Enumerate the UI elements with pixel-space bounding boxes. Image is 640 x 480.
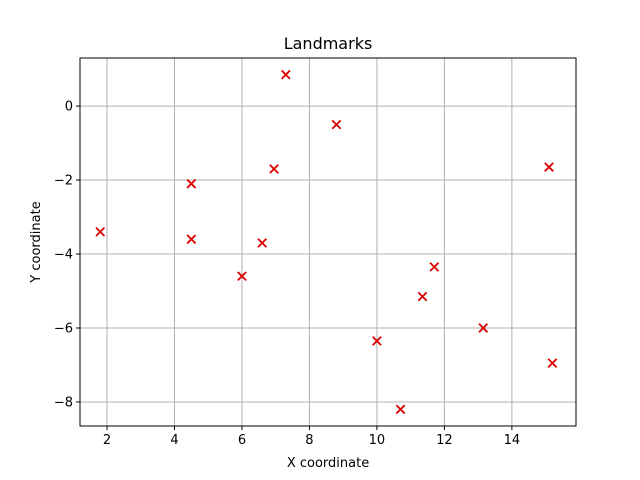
y-tick-label: −8 bbox=[54, 395, 73, 410]
x-tick-label: 14 bbox=[504, 433, 521, 448]
chart-title: Landmarks bbox=[284, 34, 373, 53]
data-point bbox=[417, 291, 428, 302]
x-tick-label: 8 bbox=[305, 433, 313, 448]
data-point bbox=[186, 234, 197, 245]
x-tick-label: 2 bbox=[103, 433, 111, 448]
data-point bbox=[269, 164, 279, 174]
data-point bbox=[395, 404, 406, 415]
data-point bbox=[257, 238, 268, 248]
y-tick-label: −4 bbox=[54, 248, 73, 263]
plot-area bbox=[79, 57, 577, 427]
x-tick-label: 4 bbox=[170, 433, 178, 448]
data-point bbox=[547, 358, 558, 368]
y-tick-label: −6 bbox=[54, 321, 73, 336]
data-point bbox=[331, 119, 342, 130]
data-point bbox=[186, 178, 197, 189]
data-point bbox=[544, 162, 554, 172]
data-points bbox=[95, 69, 558, 415]
grid bbox=[80, 58, 576, 426]
data-point bbox=[429, 262, 440, 272]
data-point bbox=[478, 323, 489, 333]
y-axis-label: Y coordinate bbox=[29, 201, 44, 283]
data-point bbox=[95, 226, 106, 237]
x-axis-label: X coordinate bbox=[287, 456, 369, 471]
data-point bbox=[372, 336, 382, 346]
data-point bbox=[237, 271, 247, 282]
x-tick-label: 12 bbox=[436, 433, 453, 448]
x-tick-label: 6 bbox=[238, 433, 246, 448]
y-tick-label: 0 bbox=[65, 100, 73, 115]
axis-ticks: 2 4 6 8 10 12 14 0 −2 −4 −6 −8 bbox=[54, 100, 520, 448]
y-tick-label: −2 bbox=[54, 174, 73, 189]
x-tick-label: 10 bbox=[369, 433, 386, 448]
data-point bbox=[280, 69, 291, 80]
